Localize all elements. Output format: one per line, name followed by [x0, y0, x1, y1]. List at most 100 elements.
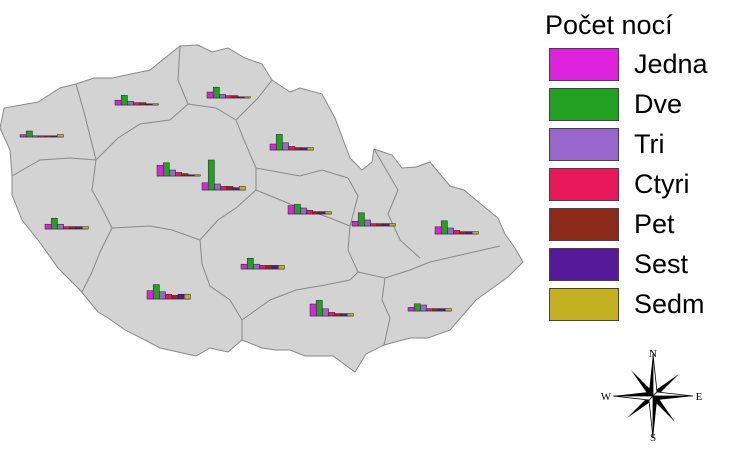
bar-plzensky-tri [57, 223, 64, 230]
bar-moravskoslezsky-dve [440, 220, 448, 235]
bar-kralovehradecky-tri [282, 142, 289, 151]
border-vysocina-jihomoravsky [241, 279, 351, 321]
bar-vysocina-pet [265, 265, 273, 270]
bar-moravskoslezsky-pet [459, 231, 467, 235]
bar-moravskoslezsky-sedm [471, 231, 479, 235]
bar-zlinsky-ctyri [426, 308, 434, 312]
bar-jihocesky-sest [177, 293, 185, 300]
bar-pardubicky-jedna [287, 205, 295, 215]
legend-label-pet: Pet [634, 209, 675, 239]
bar-kralovehradecky-ctyri [288, 146, 296, 151]
bar-stredocesky-sedm [238, 186, 246, 191]
bar-ustecky-sest [145, 103, 153, 106]
legend-item-sedm: Sedm [545, 286, 725, 326]
bar-liberecky-sest [237, 96, 245, 99]
border-karlovarsky-plzensky [11, 157, 97, 177]
bar-karlovarsky-dve [25, 130, 33, 138]
border-plzensky-stredocesky [91, 159, 113, 229]
legend-item-dve: Dve [545, 86, 725, 126]
bar-jihomoravsky-jedna [309, 303, 317, 317]
legend-swatch-ctyri [549, 168, 619, 201]
bar-liberecky-ctyri [225, 95, 233, 99]
border-stredocesky-kralovehradecky [235, 119, 257, 169]
compass-rose-icon: N S E W [601, 348, 703, 444]
compass-label-e: E [696, 391, 703, 403]
bar-pardubicky-dve [293, 204, 301, 215]
bar-jihomoravsky-tri [322, 308, 329, 317]
border-ustecky-liberecky [177, 45, 189, 105]
legend-item-tri: Tri [545, 126, 725, 166]
bar-kralovehradecky-dve [275, 134, 283, 151]
bar-vysocina-tri [253, 263, 260, 270]
bar-ustecky-sedm [151, 103, 159, 106]
bar-pardubicky-sest [318, 211, 326, 215]
border-olomoucky-moravskoslezsky [373, 148, 421, 259]
czech-republic-outline [0, 44, 524, 373]
bar-moravskoslezsky-ctyri [453, 230, 461, 235]
bar-jihocesky-tri [159, 291, 166, 300]
legend-swatch-tri [549, 128, 619, 161]
border-kralovehradecky-pardubicky [255, 167, 349, 179]
legend-label-ctyri: Ctyri [634, 169, 690, 199]
bar-pardubicky-pet [312, 211, 320, 215]
compass-label-s: S [650, 432, 656, 444]
legend-item-ctyri: Ctyri [545, 166, 725, 206]
bar-jihomoravsky-ctyri [328, 312, 336, 317]
bar-stredocesky-dve [207, 159, 215, 191]
bar-vysocina-sedm [277, 265, 285, 270]
bar-pardubicky-ctyri [306, 210, 314, 215]
bar-plzensky-sest [75, 226, 83, 230]
legend-swatch-pet [549, 208, 619, 241]
bar-karlovarsky-tri [32, 135, 39, 138]
bar-zlinsky-pet [432, 308, 440, 312]
bar-zlinsky-tri [420, 304, 427, 312]
bar-olomoucky-tri [364, 219, 371, 227]
bar-praha-jedna [156, 164, 164, 177]
bar-kralovehradecky-jedna [269, 143, 277, 151]
bar-plzensky-pet [69, 226, 77, 230]
bar-liberecky-tri [219, 94, 226, 99]
bar-plzensky-jedna [44, 223, 52, 230]
border-pardubicky-olomoucky [347, 177, 359, 227]
bar-jihomoravsky-sedm [346, 313, 354, 317]
bar-karlovarsky-ctyri [38, 135, 46, 138]
legend-label-sest: Sest [634, 249, 689, 279]
bar-kralovehradecky-pet [294, 147, 302, 151]
bar-liberecky-pet [231, 95, 239, 99]
legend-item-jedna: Jedna [545, 46, 725, 86]
bar-ustecky-ctyri [133, 102, 141, 106]
bar-ustecky-tri [127, 101, 134, 106]
legend-label-tri: Tri [634, 129, 665, 159]
bar-zlinsky-sest [438, 308, 446, 312]
legend-swatch-sedm [549, 288, 619, 321]
legend-item-sest: Sest [545, 246, 725, 286]
legend-swatch-sest [549, 248, 619, 281]
bar-plzensky-dve [50, 217, 58, 230]
border-jihomoravsky-zlinsky [381, 277, 391, 346]
bar-olomoucky-ctyri [370, 223, 378, 227]
bar-kralovehradecky-sest [300, 147, 308, 151]
bar-zlinsky-dve [413, 303, 421, 312]
bar-moravskoslezsky-sest [465, 231, 473, 235]
bar-ustecky-pet [139, 102, 147, 106]
bar-jihocesky-ctyri [165, 293, 173, 300]
bar-plzensky-sedm [81, 226, 89, 230]
border-olomoucky-zlinsky [357, 245, 501, 279]
bar-kralovehradecky-sedm [306, 147, 314, 151]
bar-olomoucky-sest [382, 223, 390, 227]
bar-jihocesky-dve [152, 284, 160, 300]
bar-moravskoslezsky-jedna [434, 226, 442, 235]
bar-vysocina-sest [271, 265, 279, 270]
bar-vysocina-ctyri [259, 265, 267, 270]
bar-stredocesky-sest [232, 187, 240, 191]
bar-liberecky-sedm [243, 96, 251, 99]
compass-label-n: N [649, 348, 657, 360]
bar-ustecky-dve [120, 95, 128, 106]
bar-liberecky-dve [212, 86, 220, 99]
bar-karlovarsky-jedna [19, 134, 27, 138]
bar-praha-sedm [193, 174, 201, 177]
border-karlovarsky-ustecky [75, 83, 97, 161]
legend-label-dve: Dve [634, 89, 683, 119]
bar-ustecky-jedna [114, 99, 122, 106]
bar-plzensky-ctyri [63, 226, 71, 230]
